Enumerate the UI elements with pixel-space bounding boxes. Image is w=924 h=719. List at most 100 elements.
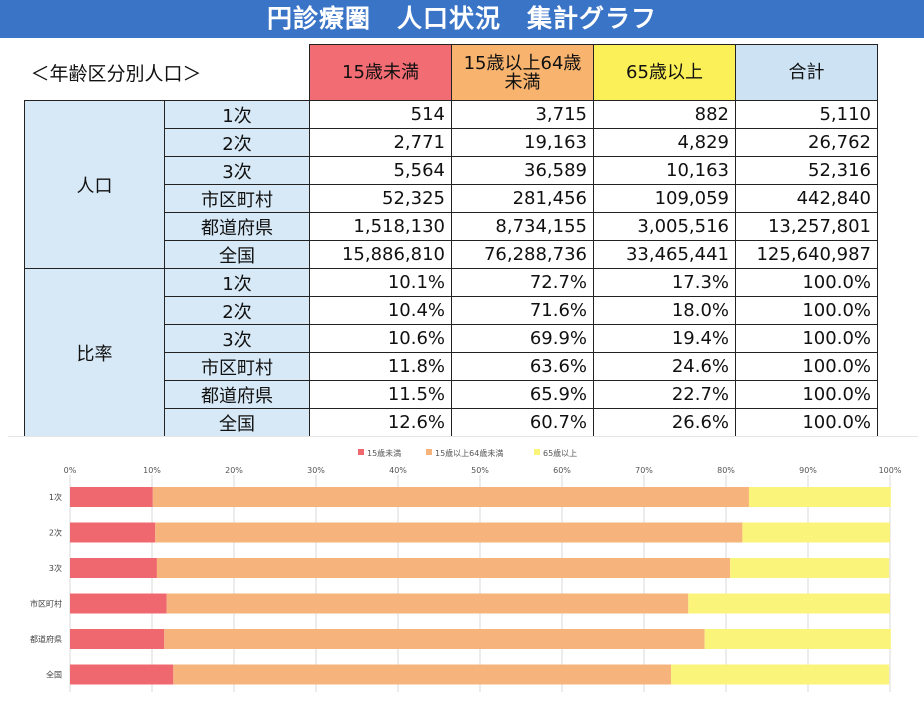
legend-label: 65歳以上: [543, 448, 577, 458]
table-cell: 3,005,516: [593, 212, 736, 241]
table-cell: 19,163: [451, 128, 594, 157]
bar-segment: [748, 487, 891, 507]
x-tick-label: 80%: [717, 466, 735, 475]
table-row: 人口 1次 514 3,715 882 5,110: [24, 100, 878, 269]
table-cell: 15,886,810: [309, 240, 452, 269]
col-header-15to64-label: 15歳以上64歳未満: [463, 52, 582, 93]
table-row: 比率 1次 10.1% 72.7% 17.3% 100.0%: [24, 268, 878, 437]
table-cell: 26.6%: [593, 408, 736, 437]
row-label: 都道府県: [164, 380, 310, 409]
page-title: 円診療圏 人口状況 集計グラフ: [0, 0, 924, 38]
bar-segment: [70, 593, 167, 614]
table-cell: 26,762: [735, 128, 878, 157]
table-cell: 13,257,801: [735, 212, 878, 241]
x-tick-label: 20%: [225, 466, 243, 475]
table-cell: 1,518,130: [309, 212, 452, 241]
table-cell: 100.0%: [735, 324, 878, 353]
table-cell: 65.9%: [451, 380, 594, 409]
bar-segment: [156, 558, 731, 578]
row-label: 3次: [164, 156, 310, 185]
table-cell: 10.6%: [309, 324, 452, 353]
table-cell: 5,564: [309, 156, 452, 185]
y-category-label: 都道府県: [30, 634, 62, 644]
table-row: 市区町村 11.8% 63.6% 24.6% 100.0%: [25, 352, 878, 381]
table-cell: 18.0%: [593, 296, 736, 325]
table-cell: 11.8%: [309, 352, 452, 381]
table-cell: 100.0%: [735, 352, 878, 381]
x-tick-label: 0%: [64, 466, 77, 475]
bar-segment: [70, 629, 165, 649]
bar-segment: [70, 487, 153, 507]
table-cell: 60.7%: [451, 408, 594, 437]
table-cell: 17.3%: [593, 268, 736, 297]
table-cell: 76,288,736: [451, 240, 594, 269]
table-cell: 3,715: [451, 100, 594, 129]
section-label: ＜年齢区分別人口＞: [30, 62, 202, 85]
table-cell: 100.0%: [735, 268, 878, 297]
bar-segment: [164, 629, 705, 649]
bar-segment: [70, 558, 157, 578]
table-cell: 12.6%: [309, 408, 452, 437]
y-category-label: 2次: [49, 528, 62, 538]
row-label: 2次: [164, 128, 310, 157]
bar-segment: [70, 664, 174, 685]
group-label: 比率: [24, 268, 165, 437]
legend-label: 15歳未満: [367, 448, 401, 458]
bar-segment: [152, 487, 749, 507]
bar-segment: [70, 522, 156, 543]
x-tick-label: 30%: [307, 466, 325, 475]
col-header-total: 合計: [735, 44, 878, 101]
table-cell: 5,110: [735, 100, 878, 129]
table-cell: 36,589: [451, 156, 594, 185]
bar-segment: [704, 629, 891, 649]
table-cell: 11.5%: [309, 380, 452, 409]
group-label: 人口: [24, 100, 165, 269]
table-cell: 4,829: [593, 128, 736, 157]
table-cell: 24.6%: [593, 352, 736, 381]
table-cell: 71.6%: [451, 296, 594, 325]
x-tick-label: 10%: [143, 466, 161, 475]
bar-segment: [730, 558, 890, 578]
table-cell: 52,316: [735, 156, 878, 185]
legend-swatch: [358, 449, 364, 455]
row-label: 市区町村: [164, 184, 310, 213]
table-cell: 33,465,441: [593, 240, 736, 269]
bar-segment: [671, 664, 890, 685]
table-row: 3次 5,564 36,589 10,163 52,316: [25, 156, 878, 185]
table-cell: 100.0%: [735, 408, 878, 437]
row-label: 全国: [164, 240, 310, 269]
table-cell: 52,325: [309, 184, 452, 213]
table-row: 2次 10.4% 71.6% 18.0% 100.0%: [25, 296, 878, 325]
row-label: 1次: [164, 268, 310, 297]
y-category-label: 全国: [46, 670, 62, 680]
chart-svg: 15歳未満 15歳以上64歳未満 65歳以上 0% 10% 20% 30% 40% 50% 60%…: [30, 448, 902, 692]
x-tick-label: 70%: [635, 466, 653, 475]
y-category-label: 1次: [49, 492, 62, 502]
bar-segment: [166, 593, 689, 614]
table-cell: 442,840: [735, 184, 878, 213]
table-cell: 22.7%: [593, 380, 736, 409]
x-tick-label: 60%: [553, 466, 571, 475]
table-cell: 882: [593, 100, 736, 129]
table-cell: 72.7%: [451, 268, 594, 297]
table-cell: 63.6%: [451, 352, 594, 381]
table-cell: 281,456: [451, 184, 594, 213]
bar-segment: [742, 522, 890, 543]
legend-swatch: [534, 449, 540, 455]
x-tick-label: 90%: [799, 466, 817, 475]
row-label: 全国: [164, 408, 310, 437]
table-cell: 109,059: [593, 184, 736, 213]
table-cell: 2,771: [309, 128, 452, 157]
col-header-15to64: 15歳以上64歳未満: [451, 44, 594, 101]
table-cell: 10,163: [593, 156, 736, 185]
population-table: ＜年齢区分別人口＞ 15歳未満 15歳以上64歳未満 65歳以上 合計 人口 1次…: [24, 44, 878, 437]
table-cell: 10.4%: [309, 296, 452, 325]
table-cell: 10.1%: [309, 268, 452, 297]
table-row: 市区町村 52,325 281,456 109,059 442,840: [25, 184, 878, 213]
row-label: 3次: [164, 324, 310, 353]
row-label: 市区町村: [164, 352, 310, 381]
col-header-65plus: 65歳以上: [593, 44, 736, 101]
col-header-under15: 15歳未満: [309, 44, 452, 101]
table-row: 全国 15,886,810 76,288,736 33,465,441 125,640,…: [25, 240, 878, 269]
row-label: 1次: [164, 100, 310, 129]
